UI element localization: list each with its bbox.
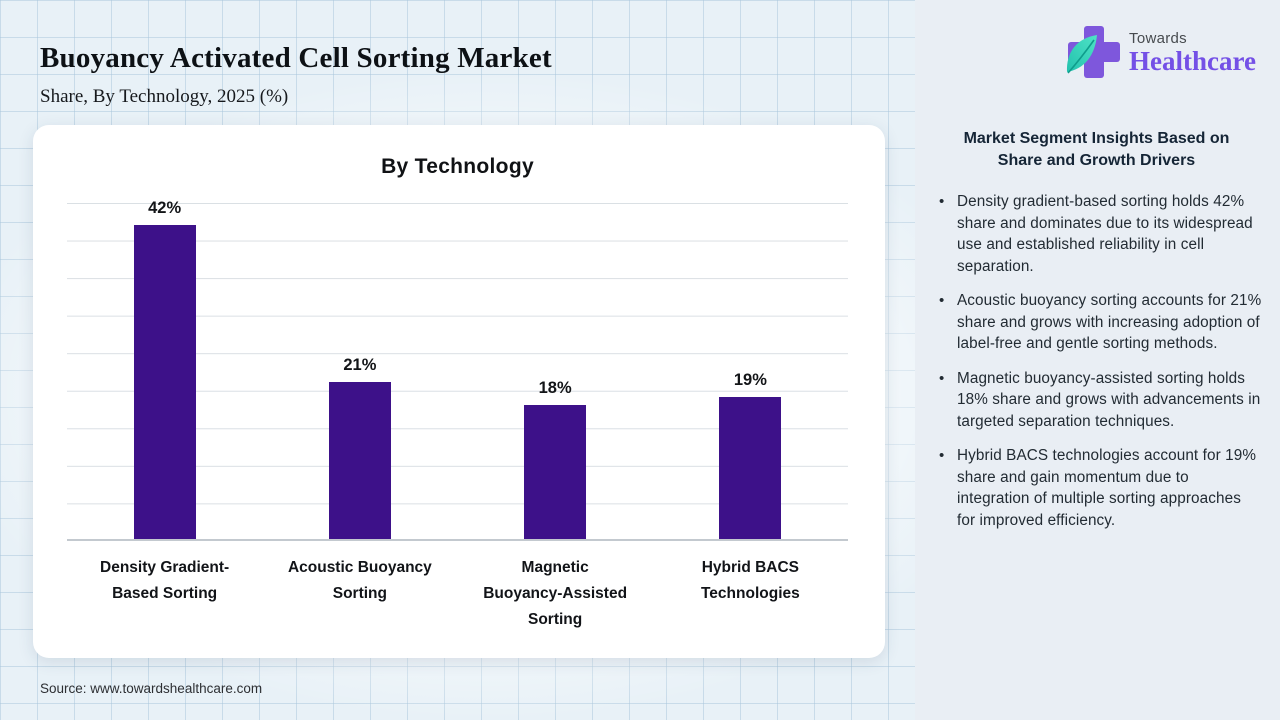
source-text: Source: www.towardshealthcare.com [40,681,263,696]
bar-column-acoustic-buoyancy: 21% [262,203,457,539]
chart-card: By Technology 42% 21% 18% 19% Density Gr… [33,125,885,658]
bar-hybrid-bacs [719,397,782,539]
bar-value-label: 21% [343,356,377,375]
logo-text-healthcare: Healthcare [1129,45,1256,76]
insight-bullet: Acoustic buoyancy sorting accounts for 2… [935,290,1262,355]
insight-bullet: Density gradient-based sorting holds 42%… [935,191,1262,277]
bar-density-gradient [133,225,196,539]
category-label-density-gradient: Density Gradient- Based Sorting [100,559,230,602]
logo-text-towards: Towards [1129,29,1187,47]
insight-bullet: Magnetic buoyancy-assisted sorting holds… [935,368,1262,433]
logo-wordmark: Towards Healthcare [1129,30,1256,75]
leaf-icon [1066,35,1098,74]
insight-text: Magnetic buoyancy-assisted sorting holds… [957,369,1261,430]
page-subtitle: Share, By Technology, 2025 (%) [40,86,289,107]
bar-column-magnetic-buoyancy: 18% [458,203,653,539]
category-label-acoustic-buoyancy: Acoustic Buoyancy Sorting [287,559,432,602]
bar-value-label: 19% [733,371,767,390]
bar-value-label: 18% [538,378,572,397]
insights-list: Density gradient-based sorting holds 42%… [929,191,1264,531]
bar-column-density-gradient: 42% [67,199,262,539]
insight-text: Hybrid BACS technologies account for 19%… [957,447,1257,529]
insight-bullet: Hybrid BACS technologies account for 19%… [935,445,1262,531]
category-label-magnetic-buoyancy: Magnetic Buoyancy-Assisted Sorting [483,559,628,628]
category-label-hybrid-bacs: Hybrid BACS Technologies [700,559,800,602]
insight-text: Acoustic buoyancy sorting accounts for 2… [957,292,1262,352]
chart-title: By Technology [381,155,534,178]
page-title: Buoyancy Activated Cell Sorting Market [40,42,552,74]
bar-magnetic-buoyancy [524,404,587,539]
bar-acoustic-buoyancy [328,382,391,539]
category-axis: Density Gradient- Based Sorting Acoustic… [67,555,848,633]
towards-healthcare-logo: Towards Healthcare [929,20,1256,84]
insights-panel: Towards Healthcare Market Segment Insigh… [915,0,1280,720]
logo-cross-leaf-icon [1066,24,1121,80]
bar-column-hybrid-bacs: 19% [653,203,848,539]
insights-heading: Market Segment Insights Based on Share a… [963,130,1230,169]
bar-value-label: 42% [148,199,182,218]
insight-text: Density gradient-based sorting holds 42%… [957,193,1253,275]
bar-chart-plot-area: 42% 21% 18% 19% [67,199,848,541]
